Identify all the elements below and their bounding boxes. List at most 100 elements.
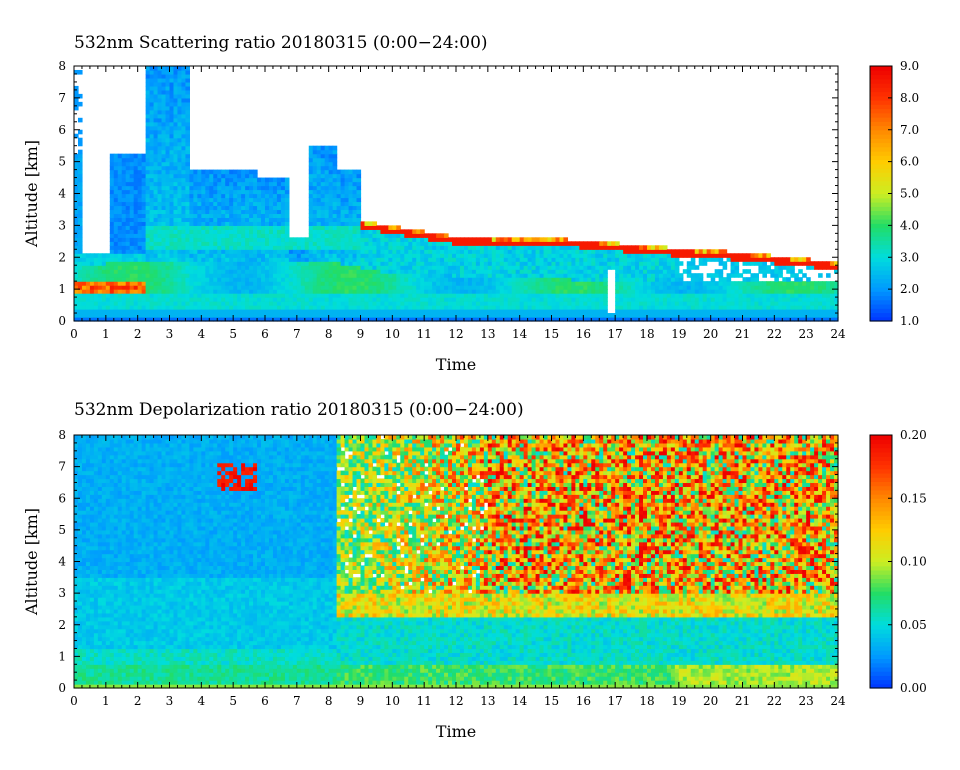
heatmap-cell [344,221,350,226]
heatmap-cell [157,77,163,83]
heatmap-cell [237,241,242,246]
heatmap-cell [539,269,545,274]
heatmap-cell [181,169,187,175]
heatmap-cell [491,265,497,270]
heatmap-cell [245,205,250,211]
heatmap-cell [117,281,123,286]
heatmap-cell [376,309,381,314]
heatmap-cell [149,297,155,302]
heatmap-cell [730,293,736,298]
heatmap-cell [169,177,175,183]
heatmap-cell [344,181,350,187]
heatmap-cell [396,313,401,318]
heatmap-cell [316,185,322,191]
heatmap-cell [157,249,163,254]
heatmap-cell [587,269,592,274]
heatmap-cell [284,229,290,234]
heatmap-cell [738,285,744,290]
heatmap-cell [782,257,787,262]
heatmap-cell [662,277,668,282]
heatmap-cell [782,297,787,302]
heatmap-cell [169,133,175,139]
heatmap-cell [491,281,497,286]
heatmap-cell [280,221,286,226]
heatmap-cell [376,257,381,262]
heatmap-cell [758,305,763,310]
heatmap-cell [650,249,656,254]
heatmap-cell [615,253,620,258]
heatmap-cell [113,265,119,270]
heatmap-cell [181,177,187,183]
heatmap-cell [209,289,214,294]
heatmap-cell [658,301,664,306]
heatmap-cell [213,309,218,314]
heatmap-cell [722,313,728,318]
heatmap-cell [678,313,684,318]
heatmap-cell [217,309,222,314]
heatmap-cell [165,145,171,151]
heatmap-cell [129,301,135,306]
heatmap-cell [340,233,346,238]
heatmap-cell [396,233,401,238]
heatmap-cell [495,285,501,290]
heatmap-cell [328,165,334,171]
heatmap-cell [643,265,648,270]
heatmap-cell [225,289,230,294]
heatmap-cell [213,241,218,246]
heatmap-cell [161,217,167,222]
heatmap-cell [268,297,274,302]
heatmap-cell [436,281,441,286]
heatmap-cell [173,101,179,107]
heatmap-cell [328,305,334,310]
heatmap-cell [233,169,238,175]
heatmap-cell [312,193,318,199]
heatmap-cell [113,293,119,298]
heatmap-cell [762,301,767,306]
heatmap-cell [225,241,230,246]
heatmap-cell [686,289,692,294]
heatmap-cell [794,285,799,290]
heatmap-cell [467,273,473,278]
heatmap-cell [169,209,175,215]
heatmap-cell [491,261,497,266]
heatmap-cell [539,281,545,286]
heatmap-cell [181,317,187,322]
heatmap-cell [682,269,688,274]
heatmap-cell [157,221,163,226]
heatmap-cell [519,269,525,274]
heatmap-cell [416,241,421,246]
heatmap-cell [189,233,194,238]
heatmap-cell [109,309,115,314]
heatmap-cell [312,261,318,266]
heatmap-cell [276,261,282,266]
heatmap-cell [161,173,167,179]
heatmap-cell [479,241,485,246]
heatmap-cell [181,109,187,115]
heatmap-cell [678,297,684,302]
heatmap-cell [404,233,409,238]
heatmap-cell [265,205,270,211]
heatmap-cell [113,261,119,266]
heatmap-cell [161,133,167,139]
heatmap-cell [145,209,151,215]
heatmap-cell [471,249,477,254]
heatmap-cell [165,189,171,195]
heatmap-cell [233,257,238,262]
heatmap-cell [332,281,338,286]
heatmap-cell [133,169,139,175]
heatmap-cell [356,305,362,310]
heatmap-cell [141,281,147,286]
heatmap-cell [448,297,453,302]
heatmap-cell [276,301,282,306]
heatmap-cell [758,285,763,290]
heatmap-cell [320,217,326,222]
heatmap-cell [591,257,596,262]
heatmap-cell [332,257,338,262]
heatmap-cell [233,245,238,250]
heatmap-cell [125,297,131,302]
heatmap-cell [268,285,274,290]
heatmap-cell [404,305,409,310]
heatmap-cell [109,221,115,226]
heatmap-cell [312,209,318,215]
heatmap-cell [762,273,767,278]
